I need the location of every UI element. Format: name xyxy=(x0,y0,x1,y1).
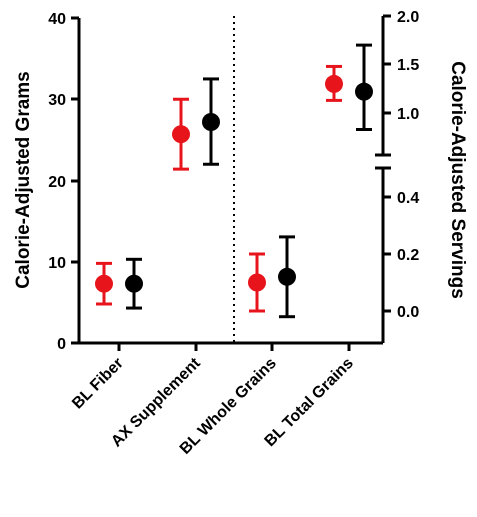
right-axis-title: Calorie-Adjusted Servings xyxy=(447,61,468,299)
right-tick-label-0.0: 0.0 xyxy=(397,304,419,321)
left-tick-label-30: 30 xyxy=(48,92,66,109)
left-tick-label-10: 10 xyxy=(48,255,66,272)
left-axis-title: Calorie-Adjusted Grams xyxy=(13,71,34,289)
series2-bl-whole-grains-point xyxy=(278,267,296,286)
left-tick-label-20: 20 xyxy=(48,174,66,191)
right-tick-label-0.4: 0.4 xyxy=(397,190,419,207)
series1-ax-supplement-point xyxy=(172,125,190,144)
data-marks xyxy=(95,43,373,319)
right-tick-label-1.0: 1.0 xyxy=(397,106,419,123)
right-axis-ticks xyxy=(383,14,391,313)
left-tick-label-0: 0 xyxy=(57,336,66,353)
category-label-bl-fiber: BL Fiber xyxy=(69,355,127,413)
right-tick-label-0.2: 0.2 xyxy=(397,247,419,264)
left-axis-ticks xyxy=(71,16,79,345)
series2-bl-total-grains-point xyxy=(355,82,373,101)
series2-bl-fiber-point xyxy=(125,274,143,293)
series1-bl-total-grains-point xyxy=(325,74,343,93)
right-tick-label-1.5: 1.5 xyxy=(397,57,419,74)
series1-bl-whole-grains-point xyxy=(248,273,266,292)
x-axis-ticks xyxy=(117,343,351,351)
series1-bl-fiber-point xyxy=(95,274,113,293)
left-tick-label-40: 40 xyxy=(48,11,66,28)
right-tick-label-2.0: 2.0 xyxy=(397,9,419,26)
series2-ax-supplement-point xyxy=(202,113,220,131)
